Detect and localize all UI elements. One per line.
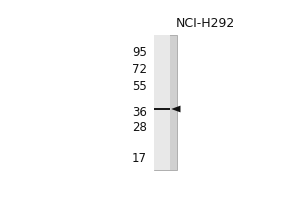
Text: 95: 95 (132, 46, 147, 59)
Text: NCI-H292: NCI-H292 (175, 17, 235, 30)
Text: 28: 28 (132, 121, 147, 134)
Polygon shape (154, 108, 170, 110)
Text: 55: 55 (132, 80, 147, 93)
Polygon shape (171, 106, 181, 112)
Text: 17: 17 (132, 152, 147, 165)
Polygon shape (154, 35, 170, 170)
Polygon shape (154, 35, 177, 170)
Text: 36: 36 (132, 106, 147, 119)
Text: 72: 72 (132, 63, 147, 76)
